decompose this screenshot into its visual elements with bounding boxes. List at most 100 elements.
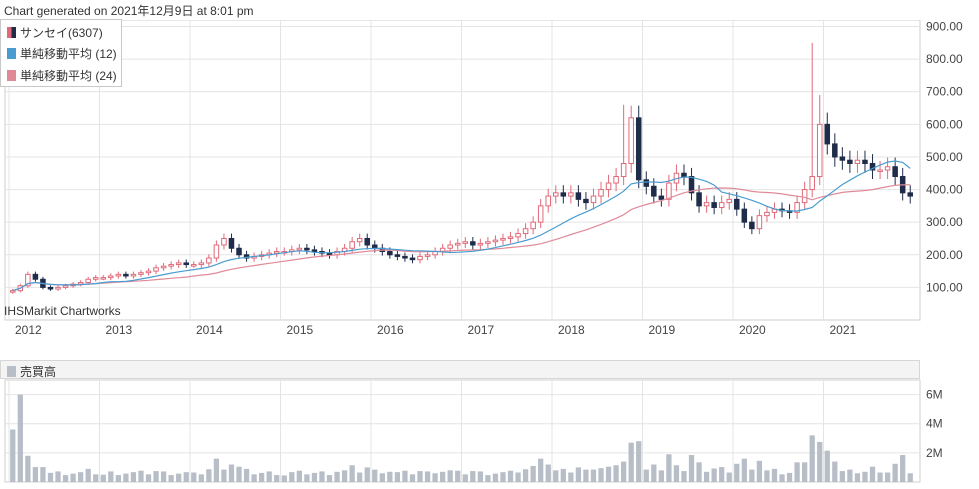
candle-body: [628, 117, 634, 164]
volume-bar: [123, 473, 129, 482]
candle-body: [605, 182, 612, 191]
x-tick-label: 2020: [739, 323, 766, 337]
volume-bar: [470, 471, 476, 482]
volume-bar: [387, 471, 393, 482]
volume-bar: [832, 461, 838, 482]
candle-body: [681, 172, 687, 178]
candle-body: [892, 166, 898, 178]
volume-bar: [176, 473, 182, 482]
volume-bar: [794, 462, 800, 482]
candle-body: [477, 242, 484, 246]
candle-body: [168, 264, 174, 267]
volume-bar: [168, 475, 174, 482]
candle-body: [311, 249, 318, 253]
candle-body: [545, 195, 551, 207]
volume-bar: [892, 463, 898, 482]
candle-body: [560, 192, 567, 197]
volume-bar: [522, 469, 529, 482]
volume-bar: [236, 466, 242, 482]
volume-bar: [575, 467, 582, 482]
candle-body: [326, 252, 333, 256]
candle-body: [364, 237, 370, 246]
candle-body: [387, 251, 393, 256]
volume-bar: [764, 470, 770, 482]
volume-bar: [357, 472, 363, 482]
candle-body: [77, 282, 84, 285]
price-y-tick: 900.00: [926, 20, 963, 34]
volume-bar: [515, 472, 521, 482]
volume-bar: [734, 463, 740, 482]
volume-bar: [70, 473, 76, 482]
volume-bar: [447, 470, 453, 482]
candle-body: [666, 182, 672, 200]
volume-bar: [394, 472, 401, 482]
volume-bar: [243, 468, 250, 482]
candle-body: [711, 202, 717, 208]
volume-bar: [719, 467, 725, 482]
candle-body: [296, 247, 303, 251]
volume-bar: [824, 450, 830, 482]
price-y-tick: 400.00: [926, 183, 963, 197]
volume-bar: [364, 467, 370, 482]
volume-bar: [711, 468, 717, 482]
candle-body: [153, 267, 159, 272]
candle-body: [500, 237, 506, 241]
volume-bar: [138, 470, 144, 482]
legend-item-ma24: 単純移動平均 (24): [7, 67, 117, 84]
volume-bar: [545, 464, 551, 482]
volume-chart: 2M 4M 6M: [0, 360, 979, 484]
candle-body: [55, 286, 61, 290]
candle-body: [447, 244, 453, 249]
volume-bar: [621, 461, 627, 482]
x-tick-label: 2015: [287, 323, 314, 337]
volume-bar: [153, 471, 159, 482]
volume-bar: [605, 466, 612, 482]
volume-bar: [259, 472, 265, 482]
candle-body: [575, 192, 582, 200]
volume-bar: [477, 471, 483, 482]
candle-body: [100, 277, 107, 280]
candle-body: [832, 143, 838, 158]
candle-body: [734, 198, 740, 210]
candle-body: [749, 221, 755, 230]
volume-bar: [372, 469, 378, 482]
candle-body: [130, 273, 137, 277]
volume-bar: [191, 472, 197, 482]
volume-chart-svg: 2M 4M 6M: [4, 379, 943, 483]
candle-body: [696, 192, 702, 207]
volume-bar: [183, 472, 189, 482]
candle-body: [522, 228, 529, 235]
volume-bar: [145, 474, 152, 482]
volume-bar: [160, 471, 167, 482]
candle-body: [160, 265, 167, 269]
volume-bar: [613, 465, 619, 482]
candle-body: [183, 262, 189, 266]
candle-body: [228, 237, 235, 249]
price-chart-svg: 100.00 200.00 300.00 400.00 500.00 600.00 700.…: [4, 19, 963, 337]
legend-label-ma12: 単純移動平均 (12): [20, 47, 117, 61]
candle-body: [553, 192, 559, 197]
volume-bar: [786, 472, 793, 482]
candle-body: [703, 202, 710, 207]
volume-bar: [900, 455, 906, 482]
ma24-swatch-icon: [7, 70, 16, 81]
candle-body: [726, 198, 732, 204]
candle-body: [485, 241, 491, 244]
volume-bar: [341, 470, 348, 482]
candle-body: [537, 205, 544, 223]
volume-bar: [93, 474, 99, 482]
volume-bar: [877, 472, 883, 482]
volume-bar: [417, 471, 423, 482]
candle-body: [515, 233, 521, 238]
volume-bar: [492, 473, 499, 482]
volume-bar: [598, 468, 604, 482]
volume-bar: [266, 471, 272, 482]
volume-bar: [560, 468, 566, 482]
volume-bar: [583, 469, 589, 482]
candle-body: [10, 290, 16, 293]
candle-body: [530, 221, 536, 230]
volume-swatch-icon: [7, 366, 16, 377]
candle-body: [862, 159, 868, 164]
candle-body: [221, 237, 227, 246]
volume-bar: [130, 472, 137, 482]
